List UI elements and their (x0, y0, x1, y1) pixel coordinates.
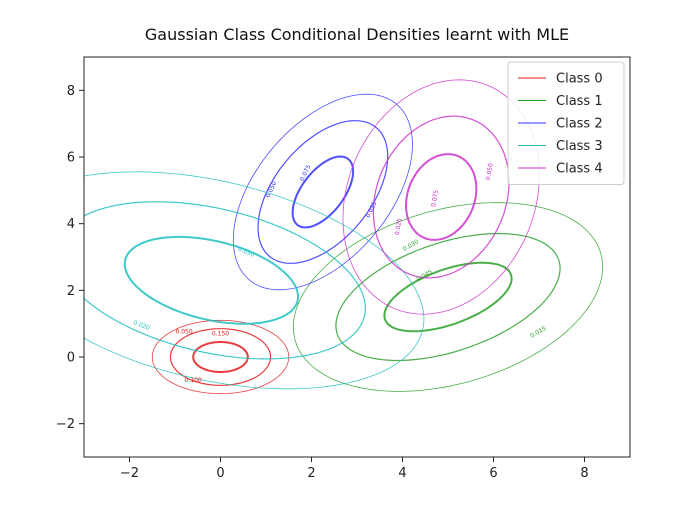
contour-series-2-level-2 (291, 155, 355, 229)
legend-label-4: Class 4 (556, 162, 603, 177)
legend-label-2: Class 2 (556, 117, 603, 132)
contour-label-series-0-level-0: 0.100 (185, 377, 202, 384)
x-tick-label: 4 (398, 466, 406, 481)
x-tick-label: 8 (580, 466, 588, 481)
x-tick-label: 6 (489, 466, 497, 481)
legend: Class 0 Class 1 Class 2 Class 3 Class 4 (507, 61, 625, 185)
chart-title: Gaussian Class Conditional Densities lea… (145, 25, 569, 44)
contour-label-series-1-level-2: 0.045 (415, 268, 434, 283)
contour-label-series-0-level-1: 0.050 (176, 329, 193, 336)
y-tick-label: 2 (67, 284, 75, 299)
legend-label-1: Class 1 (556, 94, 603, 109)
contour-series-2-level-0 (232, 93, 413, 291)
legend-box (507, 61, 625, 185)
y-tick-label: −2 (56, 417, 75, 432)
x-tick-label: −2 (120, 466, 139, 481)
legend-label-3: Class 3 (556, 139, 603, 154)
contour-label-series-4-level-0: 0.050 (485, 162, 495, 180)
contour-series-4-level-1 (372, 115, 510, 279)
contour-label-series-4-level-2: 0.075 (430, 189, 440, 207)
contour-series-0-level-2 (192, 341, 249, 373)
contour-series-3-level-2 (123, 235, 299, 325)
contour-series-0-level-1 (169, 328, 272, 386)
contour-series-3-level-1 (84, 201, 366, 360)
contour-label-series-2-level-1: 0.050 (265, 180, 279, 199)
contour-label-series-2-level-0: 0.025 (365, 200, 379, 219)
y-tick-label: 8 (67, 84, 75, 99)
contour-series-0-level-0 (151, 319, 290, 395)
contour-label-series-4-level-1: 0.025 (394, 217, 404, 235)
x-axis: −2 0 2 4 6 8 (120, 457, 589, 481)
contour-series-4-level-2 (404, 153, 478, 241)
y-tick-label: 0 (67, 351, 75, 366)
contour-label-series-3-level-1: 0.030 (237, 246, 256, 259)
y-tick-label: 6 (67, 151, 75, 166)
contour-series-2-level-1 (257, 120, 389, 264)
contour-layer (84, 79, 604, 395)
y-tick-label: 4 (67, 217, 75, 232)
contour-label-series-0-level-2: 0.150 (212, 330, 229, 337)
x-tick-label: 2 (307, 466, 315, 481)
legend-label-0: Class 0 (556, 72, 603, 87)
contour-series-1-level-0 (292, 202, 604, 392)
plot-frame (83, 56, 631, 458)
x-tick-label: 0 (216, 466, 224, 481)
contour-series-3-level-0 (84, 171, 425, 390)
contour-series-1-level-2 (383, 261, 513, 333)
y-axis: −2 0 2 4 6 8 (56, 84, 84, 432)
contour-label-series-1-level-0: 0.015 (529, 325, 548, 340)
contour-series-1-level-1 (335, 232, 561, 362)
